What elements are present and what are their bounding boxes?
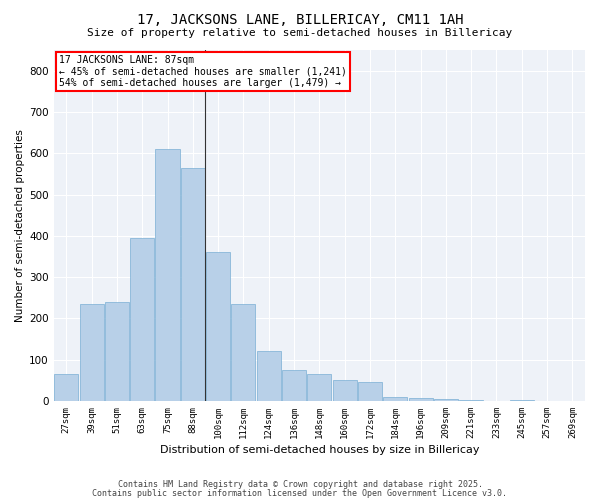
Bar: [206, 252, 230, 401]
Bar: [130, 238, 154, 401]
Bar: [358, 382, 382, 401]
Text: Contains HM Land Registry data © Crown copyright and database right 2025.: Contains HM Land Registry data © Crown c…: [118, 480, 482, 489]
Text: 17 JACKSONS LANE: 87sqm
← 45% of semi-detached houses are smaller (1,241)
54% of: 17 JACKSONS LANE: 87sqm ← 45% of semi-de…: [59, 56, 347, 88]
Bar: [510, 400, 534, 401]
Bar: [105, 302, 129, 401]
Text: Contains public sector information licensed under the Open Government Licence v3: Contains public sector information licen…: [92, 489, 508, 498]
Bar: [282, 370, 306, 401]
Bar: [54, 374, 79, 401]
Bar: [332, 380, 356, 401]
Text: Size of property relative to semi-detached houses in Billericay: Size of property relative to semi-detach…: [88, 28, 512, 38]
Bar: [155, 149, 179, 401]
Bar: [409, 398, 433, 401]
Bar: [434, 399, 458, 401]
Bar: [383, 397, 407, 401]
Y-axis label: Number of semi-detached properties: Number of semi-detached properties: [15, 129, 25, 322]
Bar: [181, 168, 205, 401]
Text: 17, JACKSONS LANE, BILLERICAY, CM11 1AH: 17, JACKSONS LANE, BILLERICAY, CM11 1AH: [137, 12, 463, 26]
Bar: [257, 352, 281, 401]
X-axis label: Distribution of semi-detached houses by size in Billericay: Distribution of semi-detached houses by …: [160, 445, 479, 455]
Bar: [307, 374, 331, 401]
Bar: [459, 400, 483, 401]
Bar: [232, 304, 256, 401]
Bar: [80, 304, 104, 401]
